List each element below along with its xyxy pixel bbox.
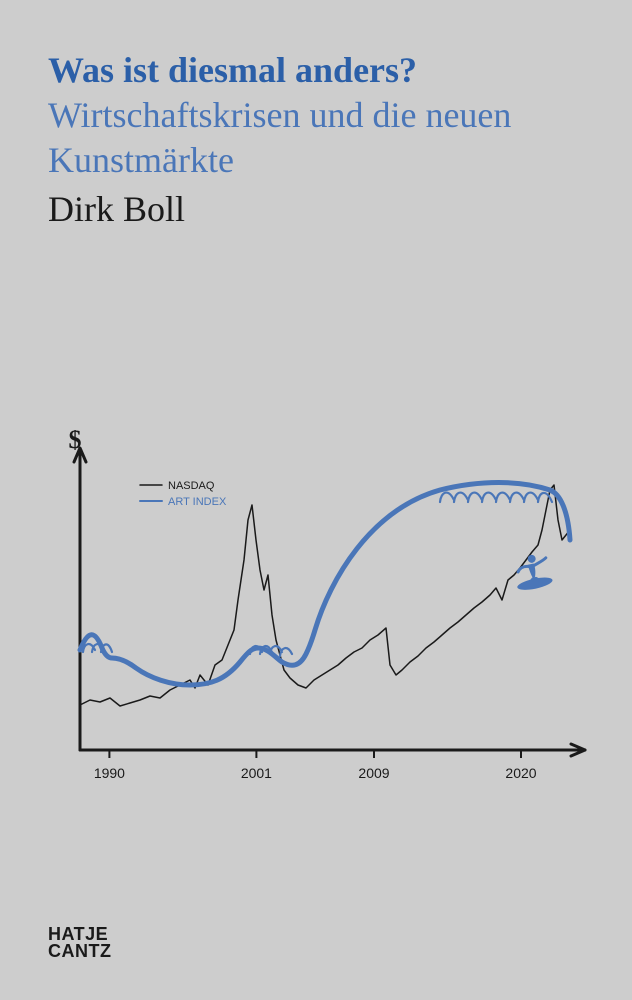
svg-text:1990: 1990 (94, 765, 125, 781)
svg-text:2009: 2009 (358, 765, 389, 781)
publisher-line2: CANTZ (48, 943, 112, 960)
author: Dirk Boll (48, 187, 584, 232)
chart: $1990 2001 2009 2020 NASDAQ ART INDEX (40, 430, 600, 830)
svg-text:2001: 2001 (241, 765, 272, 781)
title-line2: Wirtschaftskrisen und die neuen Kunstmär… (48, 93, 584, 183)
svg-text:2020: 2020 (505, 765, 536, 781)
publisher-logo: HATJE CANTZ (48, 926, 112, 960)
svg-text:$: $ (69, 430, 82, 454)
svg-text:NASDAQ: NASDAQ (168, 480, 215, 492)
svg-text:ART INDEX: ART INDEX (168, 496, 227, 508)
header-block: Was ist diesmal anders? Wirtschaftskrise… (0, 0, 632, 232)
title-line1: Was ist diesmal anders? (48, 48, 584, 93)
chart-svg: $1990 2001 2009 2020 NASDAQ ART INDEX (40, 430, 600, 830)
